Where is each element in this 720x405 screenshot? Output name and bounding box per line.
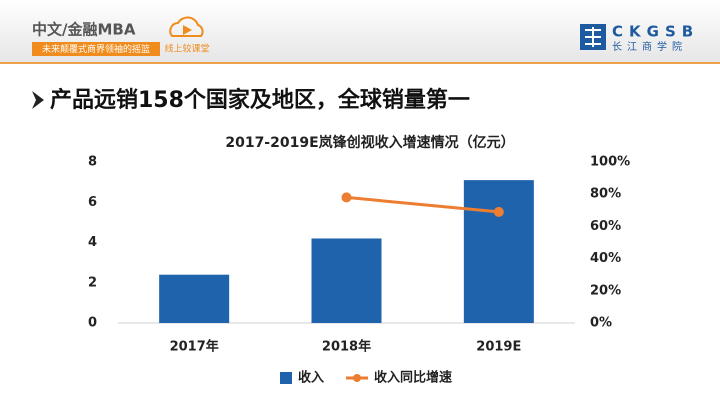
bar [463,180,534,323]
y-tick-label: 0 [88,316,97,331]
line [346,195,499,214]
legend-label: 收入同比增速 [374,370,452,386]
brand: 中文/金融MBA [32,21,136,39]
slogan-box [32,42,160,56]
bullet [32,91,44,109]
y2-tick-label: 40% [590,251,621,266]
y-tick-label: 8 [88,155,97,170]
header-rule [0,62,720,64]
y2-tick-label: 60% [590,219,621,234]
line-marker [341,192,352,203]
cloud-icon [169,16,204,37]
legend-label: 收入 [298,370,324,386]
bar [159,274,230,323]
legend-swatch [353,374,362,382]
legend-swatch [280,372,292,384]
y-tick-label: 6 [88,195,97,210]
x-tick-label: 2017年 [170,339,219,355]
school-logo-mark [585,27,601,47]
chart-title: 2017-2019E岚锋创视收入增速情况（亿元） [225,134,514,151]
school-en: CKGSB [612,23,699,41]
y-tick-label: 2 [88,275,97,290]
play-icon [183,25,192,35]
y2-tick-label: 0% [590,316,612,331]
school-cn: 长江商学院 [612,40,687,53]
heading: 产品远销158个国家及地区，全球销量第一 [50,87,470,113]
course: 线上较课堂 [164,43,209,55]
y-tick-label: 4 [88,235,97,250]
x-tick-label: 2019E [476,340,521,355]
y2-tick-label: 80% [590,187,621,202]
line-marker [493,206,504,217]
y2-tick-label: 100% [590,155,630,170]
bar [311,238,382,323]
slogan: 未来颠覆式商界领袖的摇篮 [42,43,150,55]
y2-tick-label: 20% [590,283,621,298]
x-tick-label: 2018年 [322,339,371,355]
